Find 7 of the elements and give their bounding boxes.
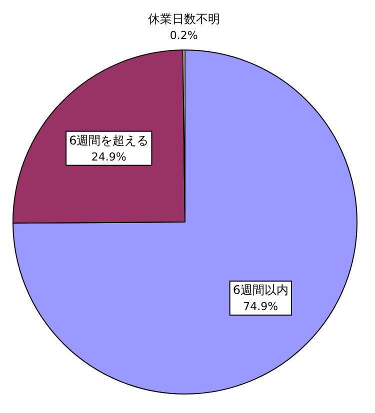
pie-slice	[12, 50, 358, 394]
data-label: 74.9%	[243, 300, 278, 314]
slice-label: 休業日数不明	[148, 12, 220, 26]
slice-label: 6週間を超える	[69, 133, 149, 148]
data-label: 24.9%	[91, 150, 126, 164]
data-label: 0.2%	[170, 29, 198, 42]
slice-label: 6週間以内	[232, 283, 288, 298]
